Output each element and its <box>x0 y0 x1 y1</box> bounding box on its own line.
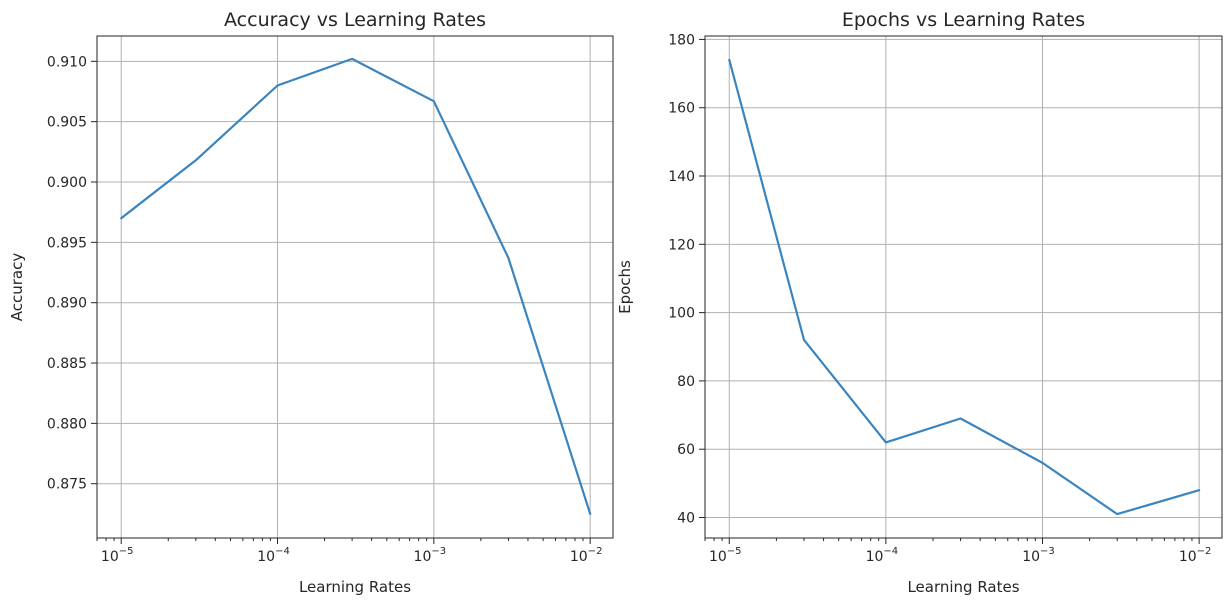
epochs-chart: 10−5 10−4 10−3 10−2 40 60 80 100 120 140 160 180 Ep… <box>616 9 1223 596</box>
epochs-y-tick-label: 100 <box>668 306 695 322</box>
epochs-y-axis-label: Epochs <box>616 260 634 314</box>
accuracy-y-tick-label: 0.910 <box>47 54 87 70</box>
accuracy-y-tick-label: 0.905 <box>47 115 87 131</box>
epochs-chart-title: Epochs vs Learning Rates <box>842 9 1085 31</box>
accuracy-x-tick-label: 10−4 <box>257 546 290 565</box>
epochs-line <box>728 58 1201 516</box>
accuracy-y-axis-label: Accuracy <box>8 253 26 322</box>
accuracy-chart-title: Accuracy vs Learning Rates <box>224 9 486 31</box>
epochs-x-tick-label: 10−2 <box>1179 546 1212 565</box>
epochs-y-tick-label: 60 <box>677 442 695 458</box>
epochs-x-tick-label: 10−3 <box>1022 546 1055 565</box>
epochs-y-tick-label: 180 <box>668 32 695 48</box>
accuracy-y-tick-label: 0.885 <box>47 356 87 372</box>
epochs-x-tick-label: 10−5 <box>709 546 742 565</box>
epochs-y-tick-label: 160 <box>668 101 695 117</box>
accuracy-x-tick-label: 10−3 <box>414 546 447 565</box>
epochs-plot-frame <box>704 35 1223 539</box>
accuracy-line <box>120 57 592 515</box>
accuracy-y-tick-label: 0.890 <box>47 296 87 312</box>
accuracy-plot-frame <box>96 35 614 539</box>
accuracy-y-tick-label: 0.900 <box>47 175 87 191</box>
accuracy-y-tick-label: 0.895 <box>47 235 87 251</box>
epochs-y-tick-label: 140 <box>668 169 695 185</box>
accuracy-x-tick-label: 10−2 <box>570 546 603 565</box>
epochs-y-tick-label: 40 <box>677 511 695 527</box>
accuracy-x-tick-label: 10−5 <box>101 546 134 565</box>
epochs-y-tick-label: 120 <box>668 237 695 253</box>
epochs-y-tick-label: 80 <box>677 374 695 390</box>
epochs-x-tick-label: 10−4 <box>866 546 899 565</box>
accuracy-chart: 10−5 10−4 10−3 10−2 0.875 0.880 0.885 0.890 0.89… <box>8 9 614 596</box>
accuracy-y-tick-label: 0.875 <box>47 477 87 493</box>
accuracy-x-axis-label: Learning Rates <box>299 578 411 596</box>
epochs-x-axis-label: Learning Rates <box>907 578 1019 596</box>
accuracy-y-tick-label: 0.880 <box>47 416 87 432</box>
